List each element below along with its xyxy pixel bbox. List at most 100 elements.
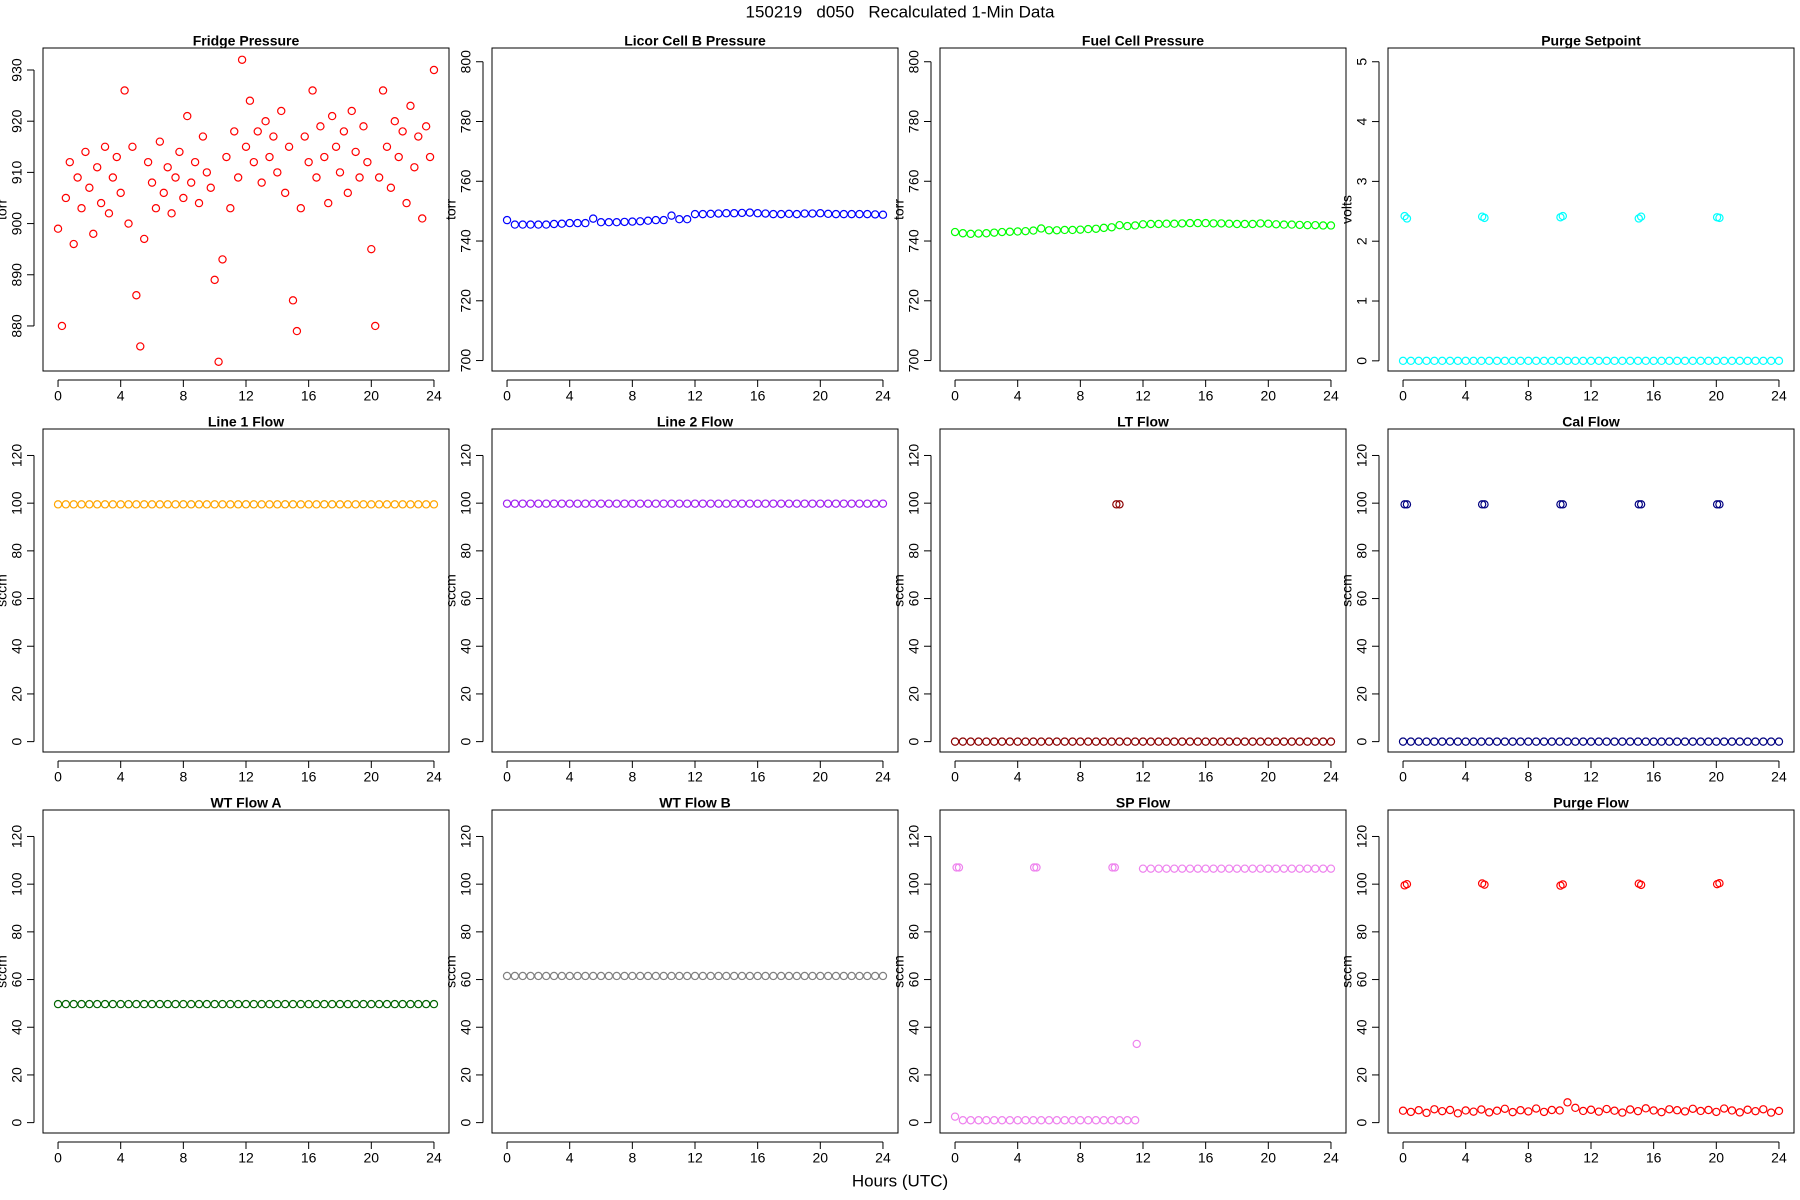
point [327, 999, 337, 1009]
point [1469, 356, 1478, 366]
point [1636, 880, 1646, 890]
point [1107, 1116, 1116, 1125]
point [952, 863, 961, 872]
y-tick-label: 0 [1354, 738, 1370, 746]
y-axis-label: torr [0, 199, 10, 220]
point [128, 142, 137, 151]
point [643, 216, 653, 225]
point [1185, 737, 1195, 746]
point [847, 209, 856, 219]
point [1130, 1116, 1140, 1125]
point [1130, 737, 1140, 746]
point [100, 142, 110, 151]
y-tick-label: 80 [1354, 924, 1370, 940]
point [155, 137, 165, 146]
point [1492, 1106, 1502, 1115]
point [1032, 863, 1041, 872]
point [870, 499, 880, 508]
point [997, 1116, 1007, 1125]
point [776, 499, 786, 508]
point [100, 500, 110, 509]
point [1311, 864, 1320, 873]
point [1193, 737, 1203, 746]
point [518, 220, 527, 229]
point [1712, 1107, 1721, 1117]
point [1586, 1105, 1596, 1114]
panel: SP Flow sccm 0 4 8 12 16 20 24 0 20 40 60 80 100 120 [891, 795, 1347, 1166]
x-tick-label: 24 [1323, 388, 1339, 404]
y-axis-label: sccm [0, 574, 10, 607]
point [784, 499, 794, 508]
point [316, 122, 325, 131]
point [1021, 1116, 1030, 1125]
x-tick-label: 12 [1583, 769, 1599, 785]
point [421, 122, 431, 131]
point [89, 229, 98, 239]
point [136, 342, 145, 351]
point [1508, 1107, 1517, 1117]
point [1484, 356, 1494, 366]
point [1680, 356, 1690, 366]
point [1201, 218, 1210, 228]
point [139, 234, 149, 244]
x-tick-label: 20 [364, 388, 380, 404]
point [1759, 1105, 1768, 1114]
point [1052, 737, 1062, 746]
point [304, 999, 313, 1009]
point [808, 499, 817, 508]
point [1240, 864, 1250, 873]
point [92, 999, 102, 1009]
point [659, 971, 668, 981]
point [1398, 737, 1408, 746]
point [320, 500, 329, 509]
x-tick-label: 24 [426, 769, 442, 785]
point [226, 999, 235, 1009]
points [1398, 211, 1784, 366]
point [1185, 218, 1195, 228]
x-tick-label: 12 [238, 1150, 254, 1166]
x-tick-label: 12 [687, 1150, 703, 1166]
point [1224, 737, 1234, 746]
point [1461, 1106, 1470, 1115]
point [1154, 219, 1163, 229]
point [343, 999, 353, 1009]
y-tick-label: 60 [906, 972, 922, 988]
y-tick-label: 120 [906, 444, 922, 468]
point [57, 321, 67, 331]
point [1563, 737, 1572, 746]
y-tick-label: 80 [458, 924, 474, 940]
point [269, 132, 278, 141]
point [997, 227, 1007, 237]
x-tick-label: 8 [1524, 769, 1532, 785]
x-tick-label: 12 [1135, 769, 1151, 785]
point [870, 971, 880, 981]
point [1743, 1105, 1752, 1114]
point [351, 999, 360, 1009]
point [643, 971, 653, 981]
point [335, 500, 345, 509]
point [1107, 223, 1116, 232]
point [1633, 737, 1643, 746]
y-tick-label: 120 [458, 825, 474, 849]
point [502, 499, 512, 508]
point [382, 142, 392, 151]
point [429, 65, 439, 75]
panel-title: LT Flow [1117, 414, 1169, 430]
point [1774, 1106, 1784, 1116]
point [414, 500, 423, 509]
point [1641, 356, 1651, 366]
point [359, 500, 368, 509]
x-tick-label: 20 [1709, 388, 1725, 404]
y-tick-label: 80 [1354, 543, 1370, 559]
point [273, 500, 282, 509]
point [421, 500, 431, 509]
point [1060, 1116, 1069, 1125]
point [573, 971, 582, 981]
point [635, 217, 645, 226]
point [1414, 737, 1423, 746]
point [335, 999, 345, 1009]
point [171, 500, 180, 509]
point [1766, 737, 1776, 746]
point [218, 500, 227, 509]
point [1060, 737, 1069, 746]
